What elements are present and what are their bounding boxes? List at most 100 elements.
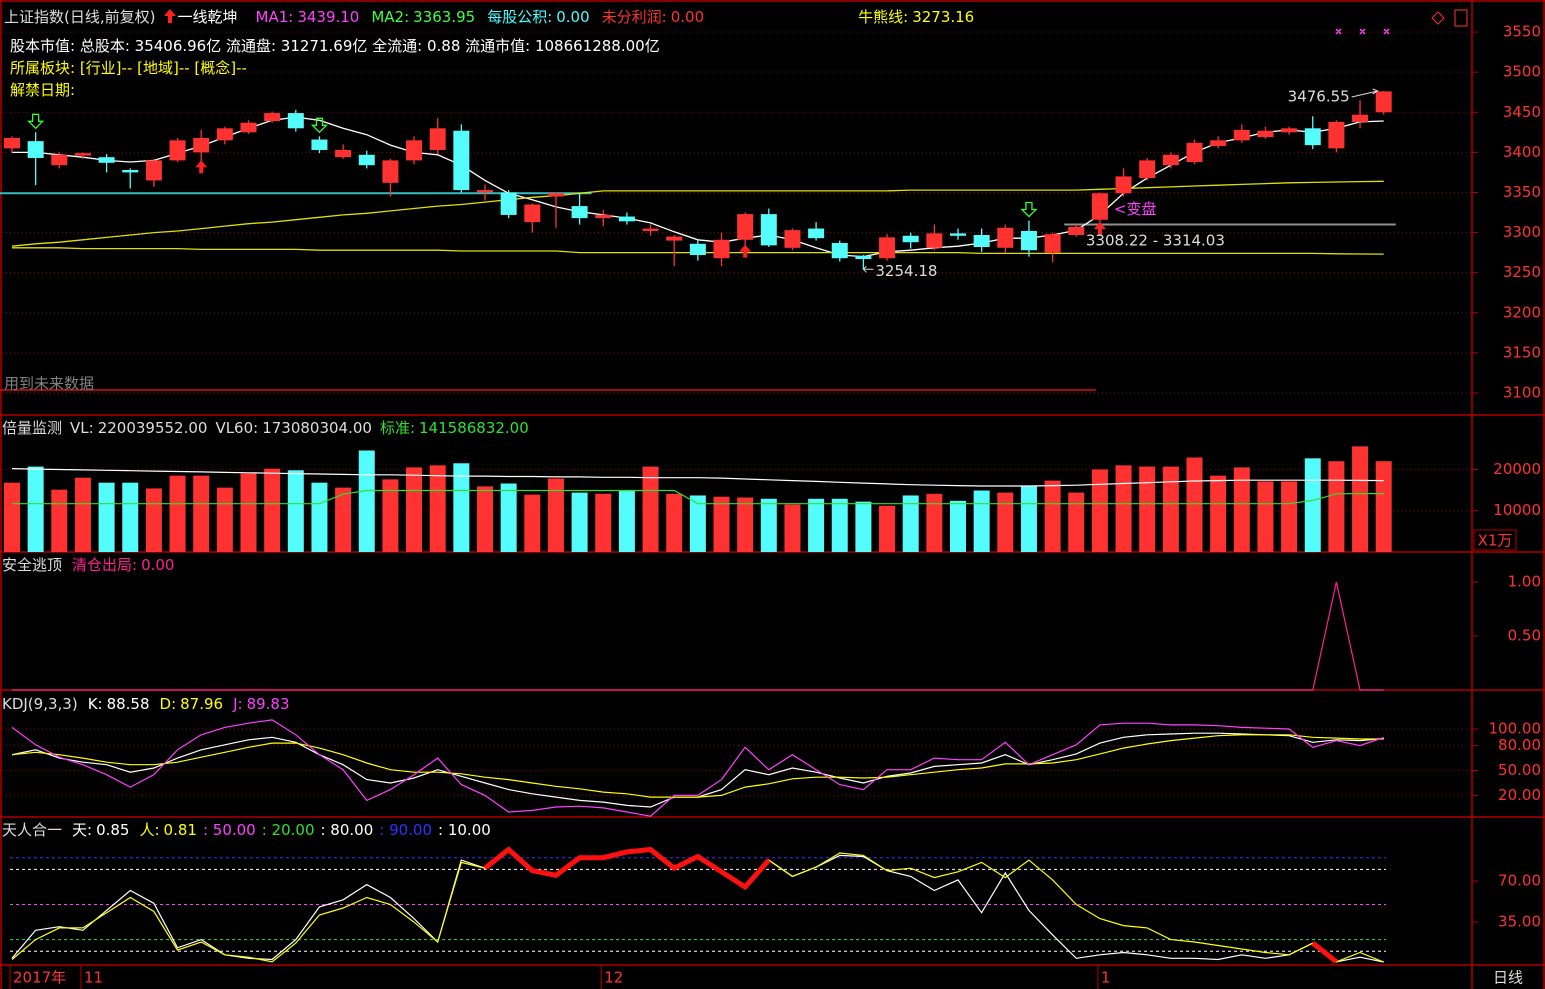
indicator-line (12, 581, 1384, 691)
title-arrow (164, 9, 177, 23)
volume-bar (311, 482, 328, 552)
header-text: 0.00 (556, 8, 590, 26)
candle-body (618, 216, 635, 222)
annotation: 3254.18 (875, 262, 937, 280)
volume-bar (4, 482, 20, 552)
header-text: 0.00 (141, 556, 175, 574)
y-tick-label: 0.50 (1508, 627, 1541, 645)
volume-bar (145, 488, 162, 552)
candle-body (500, 192, 517, 215)
annotation: 3308.22 - 3314.03 (1086, 231, 1225, 249)
volume-bar (1210, 475, 1227, 552)
header-text: 股本市值: 总股本: 35406.96亿 流通盘: 31271.69亿 全流通:… (10, 37, 660, 55)
volume-bar (950, 500, 966, 552)
candle-body (193, 137, 210, 153)
x-tick-label: 1 (1101, 969, 1111, 987)
y-tick-label: 35.00 (1498, 913, 1541, 931)
candle-body (264, 113, 281, 122)
header-text: 人: (139, 821, 160, 839)
candle-body (1352, 114, 1369, 122)
volume-bar (1068, 492, 1085, 552)
candle-body (1162, 154, 1179, 166)
period-label: 日线 (1493, 969, 1523, 987)
y-tick-label: 3100 (1503, 383, 1541, 401)
volume-bar (1162, 466, 1179, 552)
volume-bar (122, 482, 139, 552)
candle-body (406, 140, 423, 161)
candle-body (4, 137, 20, 149)
candle-body (169, 140, 186, 161)
candle-body (51, 154, 68, 166)
header-text: : 90.00 (379, 821, 433, 839)
volume-bar (997, 492, 1014, 552)
note: 用到未来数据 (4, 375, 94, 393)
info-lines: 股本市值: 总股本: 35406.96亿 流通盘: 31271.69亿 全流通:… (10, 35, 660, 101)
volume-bar (406, 467, 423, 552)
sell-signal (27, 113, 45, 130)
volume-bar (855, 501, 872, 552)
candle-body (74, 153, 91, 156)
header-text: MA2: (371, 8, 410, 26)
candle-body (1233, 129, 1250, 141)
header-text: 3439.10 (297, 8, 360, 26)
header-text: 88.58 (106, 695, 150, 713)
candle-body (453, 130, 470, 191)
buy-signal (195, 160, 208, 174)
y-tick-label: 3550 (1503, 23, 1541, 41)
volume-bar (902, 495, 919, 552)
annotation-arrow (1351, 88, 1379, 98)
volume-bar (1115, 465, 1132, 552)
y-tick-label: 50.00 (1498, 761, 1541, 779)
buy-signal (739, 244, 752, 258)
marker-dots (1335, 28, 1390, 35)
volume-bar (1186, 457, 1203, 552)
candle-body (713, 239, 730, 259)
volume-bar (760, 498, 777, 552)
volume-bar (1091, 469, 1108, 552)
y-tick-label: 3250 (1503, 263, 1541, 281)
volume-bar (1020, 485, 1037, 552)
header-text: 89.83 (246, 695, 290, 713)
volume-bar (713, 496, 730, 552)
candle-body (1304, 128, 1321, 146)
volume-bar (453, 463, 470, 552)
window-icons (1431, 9, 1468, 27)
header-text: 每股公积: (487, 8, 553, 26)
candle-body (1115, 176, 1132, 194)
volume-bar (429, 465, 446, 552)
volume-bar (831, 498, 848, 552)
highlight-line (483, 846, 771, 891)
header-text: 天: (72, 821, 93, 839)
volume-bar (358, 450, 375, 552)
candle-body (287, 113, 304, 129)
y-tick-label: 1.00 (1508, 573, 1541, 591)
y-tick-label: 3200 (1503, 303, 1541, 321)
header-text: 173080304.00 (262, 419, 372, 437)
candle-body (926, 233, 943, 248)
candle-body (1375, 91, 1392, 113)
volume-bar (240, 473, 257, 552)
candle-body (477, 190, 493, 193)
candle-body (358, 154, 375, 166)
candle-body (855, 255, 872, 260)
tianren-header: 天人合一 天: 0.85 人: 0.81: 50.00: 20.00: 80.00: 9… (2, 820, 495, 840)
header-text: : 20.00 (261, 821, 315, 839)
candle-body (642, 228, 659, 231)
candle-body (879, 237, 896, 259)
volume-bar (1257, 481, 1274, 552)
volume-bar (264, 468, 281, 552)
candle-body (122, 170, 139, 173)
candle-body (571, 206, 588, 219)
candle-body (595, 214, 612, 219)
indicator-line (11, 719, 1384, 817)
candle-body (240, 122, 257, 133)
volume-bar (1139, 466, 1156, 552)
candle-body (27, 141, 44, 158)
header-text: K: (87, 695, 103, 713)
volume-bar (1233, 467, 1250, 552)
unit-box (1473, 529, 1517, 551)
volume-bar (1352, 446, 1369, 552)
volume-bar (524, 494, 541, 552)
indicator-line (11, 848, 1384, 963)
